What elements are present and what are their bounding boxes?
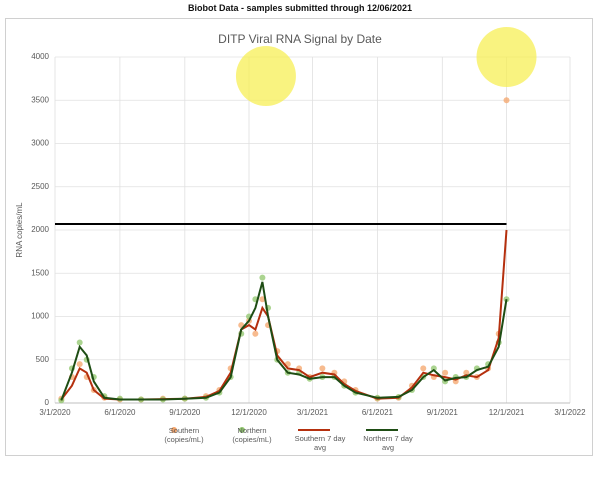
highlight — [235, 46, 296, 107]
legend-marker — [239, 427, 245, 433]
avg-line — [60, 229, 508, 401]
scatter-point — [442, 369, 449, 376]
chart-title: DITP Viral RNA Signal by Date — [218, 32, 382, 46]
scatter-point — [259, 296, 266, 303]
scatter-point — [76, 339, 83, 346]
scatter-point — [319, 365, 326, 372]
y-tick-label: 0 — [45, 398, 50, 407]
y-tick-label: 1500 — [31, 268, 49, 277]
avg-line — [60, 281, 508, 401]
x-tick-label: 12/1/2021 — [489, 408, 525, 417]
highlight — [476, 27, 537, 87]
x-tick-label: 3/1/2020 — [39, 408, 71, 417]
y-tick-label: 2000 — [31, 225, 49, 234]
legend-label: Southern (copies/mL) — [164, 426, 204, 444]
y-tick-label: 2500 — [31, 182, 49, 191]
scatter-point — [463, 369, 470, 376]
scatter-point — [259, 274, 266, 281]
legend-label: Northern 7 day avg — [363, 434, 413, 452]
header-title: Biobot Data - samples submitted through … — [187, 3, 413, 13]
x-tick-label: 3/1/2022 — [554, 408, 586, 417]
x-tick-label: 6/1/2020 — [104, 408, 136, 417]
chart-frame — [5, 18, 593, 456]
y-tick-label: 3500 — [31, 95, 49, 104]
x-tick-label: 12/1/2020 — [231, 408, 267, 417]
legend-marker — [171, 427, 177, 433]
legend-label: Southern 7 day avg — [294, 434, 346, 452]
scatter-point — [503, 97, 510, 104]
x-tick-label: 3/1/2021 — [297, 408, 329, 417]
x-tick-label: 9/1/2021 — [427, 408, 459, 417]
x-tick-label: 9/1/2020 — [169, 408, 201, 417]
scatter-point — [252, 330, 259, 337]
y-tick-label: 500 — [36, 355, 50, 364]
y-tick-label: 4000 — [31, 52, 49, 61]
x-tick-label: 6/1/2021 — [362, 408, 394, 417]
scatter-point — [420, 365, 427, 372]
legend-label: Northern (copies/mL) — [232, 426, 272, 444]
scatter-point — [76, 361, 83, 368]
y-tick-label: 3000 — [31, 139, 49, 148]
y-tick-label: 1000 — [31, 312, 49, 321]
y-axis-label: RNA copies/mL — [15, 202, 24, 258]
scatter-point — [503, 296, 510, 303]
